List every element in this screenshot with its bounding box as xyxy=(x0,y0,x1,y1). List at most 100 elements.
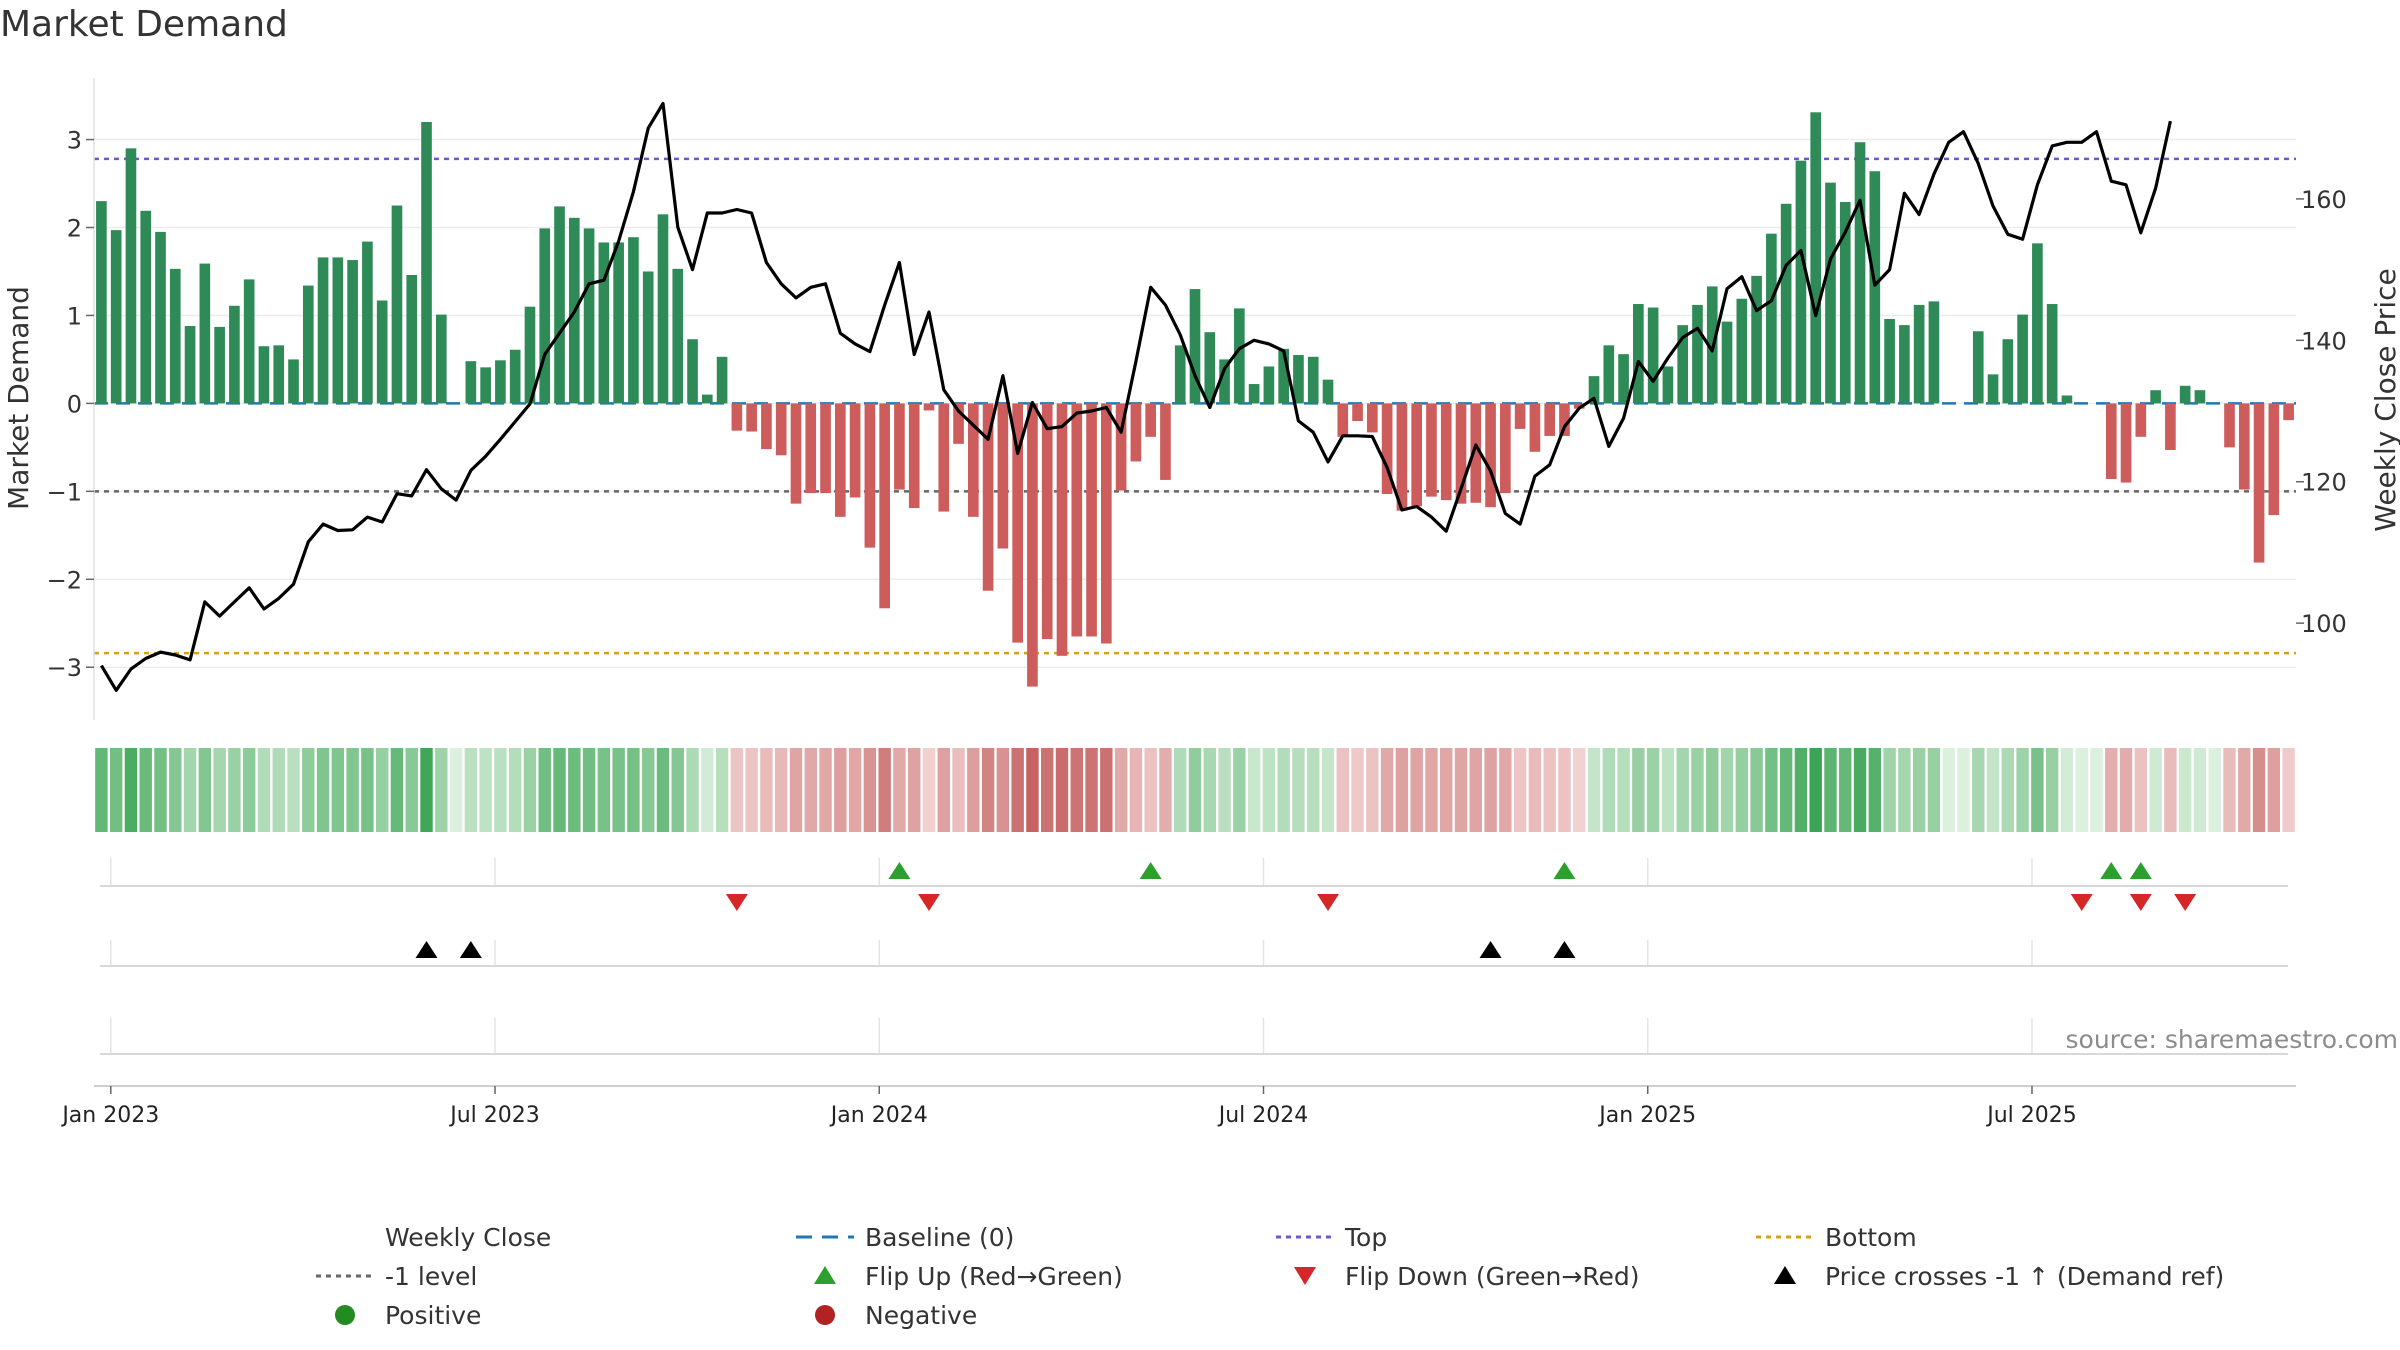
cross-up-marker xyxy=(1553,941,1576,958)
demand-bar xyxy=(1307,356,1319,404)
strip-cell xyxy=(375,748,389,832)
strip-cell xyxy=(774,748,788,832)
strip-cell xyxy=(908,748,921,832)
strip-cell xyxy=(420,748,433,832)
demand-bar xyxy=(1987,374,1999,404)
demand-bar xyxy=(288,359,299,404)
strip-cell xyxy=(1587,748,1601,832)
demand-bar xyxy=(1588,376,1600,404)
demand-bar xyxy=(376,300,388,404)
strip-cell xyxy=(1277,748,1290,832)
demand-bar xyxy=(1293,355,1304,404)
demand-bar xyxy=(169,268,181,404)
demand-bar xyxy=(302,285,314,404)
strip-cell xyxy=(952,748,965,832)
strip-cell xyxy=(228,748,241,832)
right-tick-label: 160 xyxy=(2301,186,2347,214)
axes: 3 2 1 0 −1 −2 −3 100 120 140 160 Jan 2023 Jul 2023 Ja… xyxy=(47,78,2347,1128)
strip-cell xyxy=(1203,748,1216,832)
strip-cell xyxy=(1986,748,2000,832)
strip-cell xyxy=(1883,748,1896,832)
x-tick-label: Jul 2023 xyxy=(448,1103,540,1128)
flip-down-marker xyxy=(725,894,748,911)
strip-cell xyxy=(316,748,330,832)
strip-cell xyxy=(1484,748,1497,832)
demand-bar xyxy=(775,403,787,456)
strip-cell xyxy=(1573,748,1586,832)
strip-cell xyxy=(1779,748,1793,832)
demand-bar xyxy=(2135,403,2147,437)
strip-cell xyxy=(582,748,596,832)
strip-cell xyxy=(893,748,906,832)
demand-color-strip xyxy=(95,748,2295,832)
strip-cell xyxy=(1543,748,1556,832)
strip-cell xyxy=(730,748,744,832)
demand-bar xyxy=(1115,403,1127,491)
strip-cell xyxy=(1233,748,1246,832)
demand-bar xyxy=(1972,331,1984,404)
strip-cell xyxy=(2149,748,2162,832)
demand-bar xyxy=(2046,304,2058,404)
demand-bar xyxy=(1928,301,1940,404)
left-tick-label: 1 xyxy=(67,302,82,330)
legend-label: Price crosses -1 ↑ (Demand ref) xyxy=(1825,1262,2224,1291)
strip-cell xyxy=(878,748,891,832)
strip-cell xyxy=(1735,748,1749,832)
strip-cell xyxy=(1558,748,1571,832)
strip-cell xyxy=(1366,748,1379,832)
legend-swatch xyxy=(335,1305,355,1325)
legend-swatch xyxy=(1774,1266,1796,1284)
strip-cell xyxy=(1927,748,1941,832)
strip-cell xyxy=(1454,748,1468,832)
demand-bar xyxy=(834,403,846,517)
x-tick-label: Jan 2024 xyxy=(829,1103,928,1128)
demand-bar xyxy=(332,257,344,404)
demand-bar xyxy=(731,403,743,431)
legend: Weekly Close Baseline (0) Top Bottom -1 leve… xyxy=(316,1223,2224,1330)
strip-cell xyxy=(2223,748,2236,832)
strip-cell xyxy=(2252,748,2266,832)
demand-bar xyxy=(908,403,920,509)
demand-bar xyxy=(1041,403,1053,640)
demand-bar xyxy=(628,237,639,404)
strip-cell xyxy=(2060,748,2074,832)
demand-bar xyxy=(583,228,595,404)
demand-bar xyxy=(2165,403,2176,451)
demand-bar xyxy=(953,403,964,444)
strip-cell xyxy=(1218,748,1231,832)
demand-bar xyxy=(1101,403,1112,644)
demand-bar xyxy=(406,274,418,404)
demand-bar xyxy=(746,403,757,432)
legend-label: Bottom xyxy=(1825,1223,1917,1252)
demand-bar xyxy=(1884,318,1895,404)
demand-bar xyxy=(96,201,107,404)
strip-cell xyxy=(1602,748,1616,832)
strip-cell xyxy=(1188,748,1202,832)
strip-cell xyxy=(1942,748,1955,832)
strip-cell xyxy=(1765,748,1778,832)
strip-cell xyxy=(1292,748,1305,832)
demand-bar xyxy=(1470,403,1482,503)
demand-bar xyxy=(761,403,772,450)
demand-bar xyxy=(657,214,669,404)
demand-bar xyxy=(1736,298,1748,404)
demand-bar xyxy=(554,206,565,404)
demand-bar xyxy=(1071,403,1083,637)
demand-bar xyxy=(1795,160,1807,404)
strip-cell xyxy=(346,748,359,832)
strip-cell xyxy=(1513,748,1527,832)
demand-bar xyxy=(435,314,447,404)
demand-bar xyxy=(1899,325,1910,404)
left-tick-label: −1 xyxy=(47,478,82,506)
strip-cell xyxy=(1617,748,1630,832)
strip-cell xyxy=(1247,748,1261,832)
demand-bar xyxy=(317,257,329,404)
strip-cell xyxy=(2282,748,2295,832)
demand-bar xyxy=(1278,348,1289,404)
strip-cell xyxy=(1691,748,1704,832)
demand-bar xyxy=(155,231,166,404)
demand-bar xyxy=(524,306,536,404)
strip-cell xyxy=(1041,748,1054,832)
demand-bar xyxy=(229,305,240,404)
strip-cell xyxy=(553,748,566,832)
